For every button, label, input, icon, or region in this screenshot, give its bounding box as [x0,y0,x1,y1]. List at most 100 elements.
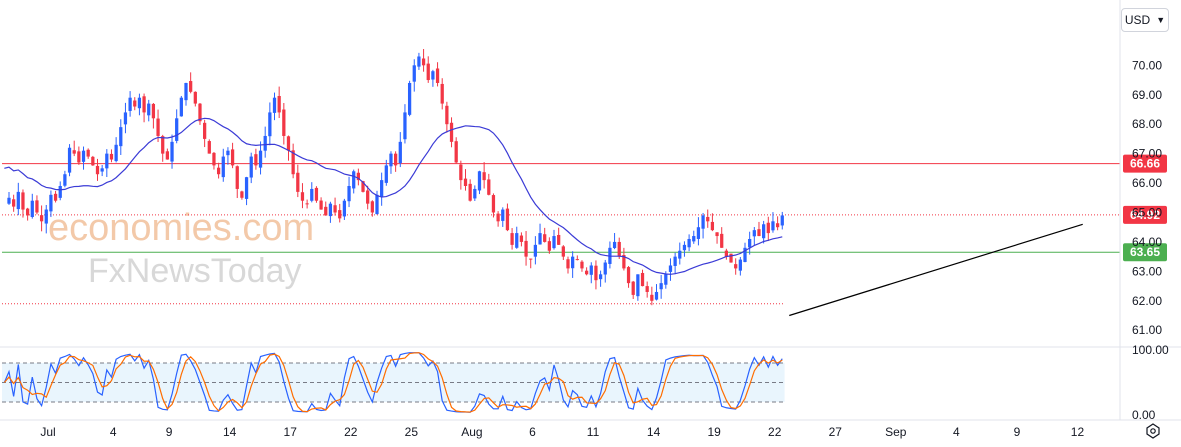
candle-body [286,136,291,151]
candle-body [39,215,44,222]
candle-body [654,291,659,300]
price-pane[interactable]: 66.66 64.92 63.65 [2,49,1167,317]
candle-body [650,294,654,301]
y-tick-label: 62.00 [1132,294,1162,308]
candle-body [445,105,449,125]
x-tick-label: 25 [405,425,419,439]
level-price-badge [1123,205,1167,224]
candle-body [249,156,253,178]
candle-body [324,206,328,216]
x-tick-label: 22 [768,425,782,439]
candle-body [300,192,305,201]
candle-body [277,96,281,113]
candle-body [240,191,244,198]
candle-body [431,71,435,80]
candle-body [682,244,687,251]
candle-body [216,167,221,175]
candle-body [435,68,440,83]
candle-body [501,209,505,221]
candle-body [561,246,565,257]
candle-body [505,208,510,231]
candle-body [631,281,635,295]
candle-body [207,141,211,154]
candle-body [710,221,715,231]
candle-body [584,270,589,275]
candle-body [622,254,626,269]
chart-settings-button[interactable] [1143,421,1163,441]
candle-body [482,172,486,181]
level-price-label: 64.92 [1130,208,1160,222]
candle-body [314,187,319,201]
candle-body [594,265,598,281]
candle-body [161,136,165,154]
candle-body [417,56,421,67]
x-tick-label: 6 [529,425,536,439]
stochastic-pane[interactable] [2,352,785,413]
candle-body [496,213,500,222]
watermark-economies: economies.com [48,207,314,249]
candle-body [678,250,682,259]
candle-body [617,241,621,257]
candle-body [668,265,673,272]
stochastic-k-line [3,352,783,413]
candle-body [640,272,645,287]
candle-body [449,122,454,142]
candle-body [780,215,784,226]
candle-body [263,135,267,151]
candle-body [58,186,62,198]
candle-body [328,203,333,217]
candle-body [734,264,738,269]
candle-body [230,149,235,166]
candle-body [342,200,347,217]
moving-average-line [4,117,783,275]
currency-selector[interactable]: USD ▼ [1121,8,1169,32]
candle-body [356,172,360,181]
candle-body [412,65,416,82]
candle-body [86,149,90,157]
currency-label: USD [1124,13,1151,27]
candle-body [254,154,258,166]
candle-body [352,171,356,189]
level-price-badge [1123,243,1167,262]
candle-body [724,250,729,257]
candle-body [766,222,770,234]
candle-body [212,152,216,166]
candle-body [142,96,146,113]
stochastic-tick-label: 0.00 [1132,408,1156,422]
candle-body [133,100,137,107]
x-tick-label: Sep [885,425,907,439]
candle-body [552,236,556,249]
candle-body [25,208,30,216]
candle-body [380,180,384,198]
candle-body [258,150,263,168]
candle-body [687,238,691,248]
level-price-label: 63.65 [1130,245,1160,259]
candle-body [244,177,249,199]
candle-body [706,216,710,222]
candle-body [510,233,514,245]
candle-body [333,205,337,213]
candle-body [762,224,766,239]
candle-body [524,240,528,257]
candle-body [128,97,132,111]
candle-body [566,259,570,269]
candle-body [515,233,519,248]
candle-body [165,151,170,160]
candle-body [151,103,156,119]
y-tick-label: 69.00 [1132,88,1162,102]
candle-body [398,141,402,164]
level-price-label: 66.66 [1130,157,1160,171]
candle-body [603,262,607,275]
candle-body [310,188,314,201]
candle-body [338,210,342,219]
y-tick-label: 65.00 [1132,205,1162,219]
y-tick-label: 66.00 [1132,176,1162,190]
candle-body [95,165,100,175]
y-tick-label: 68.00 [1132,117,1162,131]
candle-body [533,244,538,257]
candle-body [16,191,20,210]
level-price-badge [1123,154,1167,173]
candle-body [347,186,351,202]
